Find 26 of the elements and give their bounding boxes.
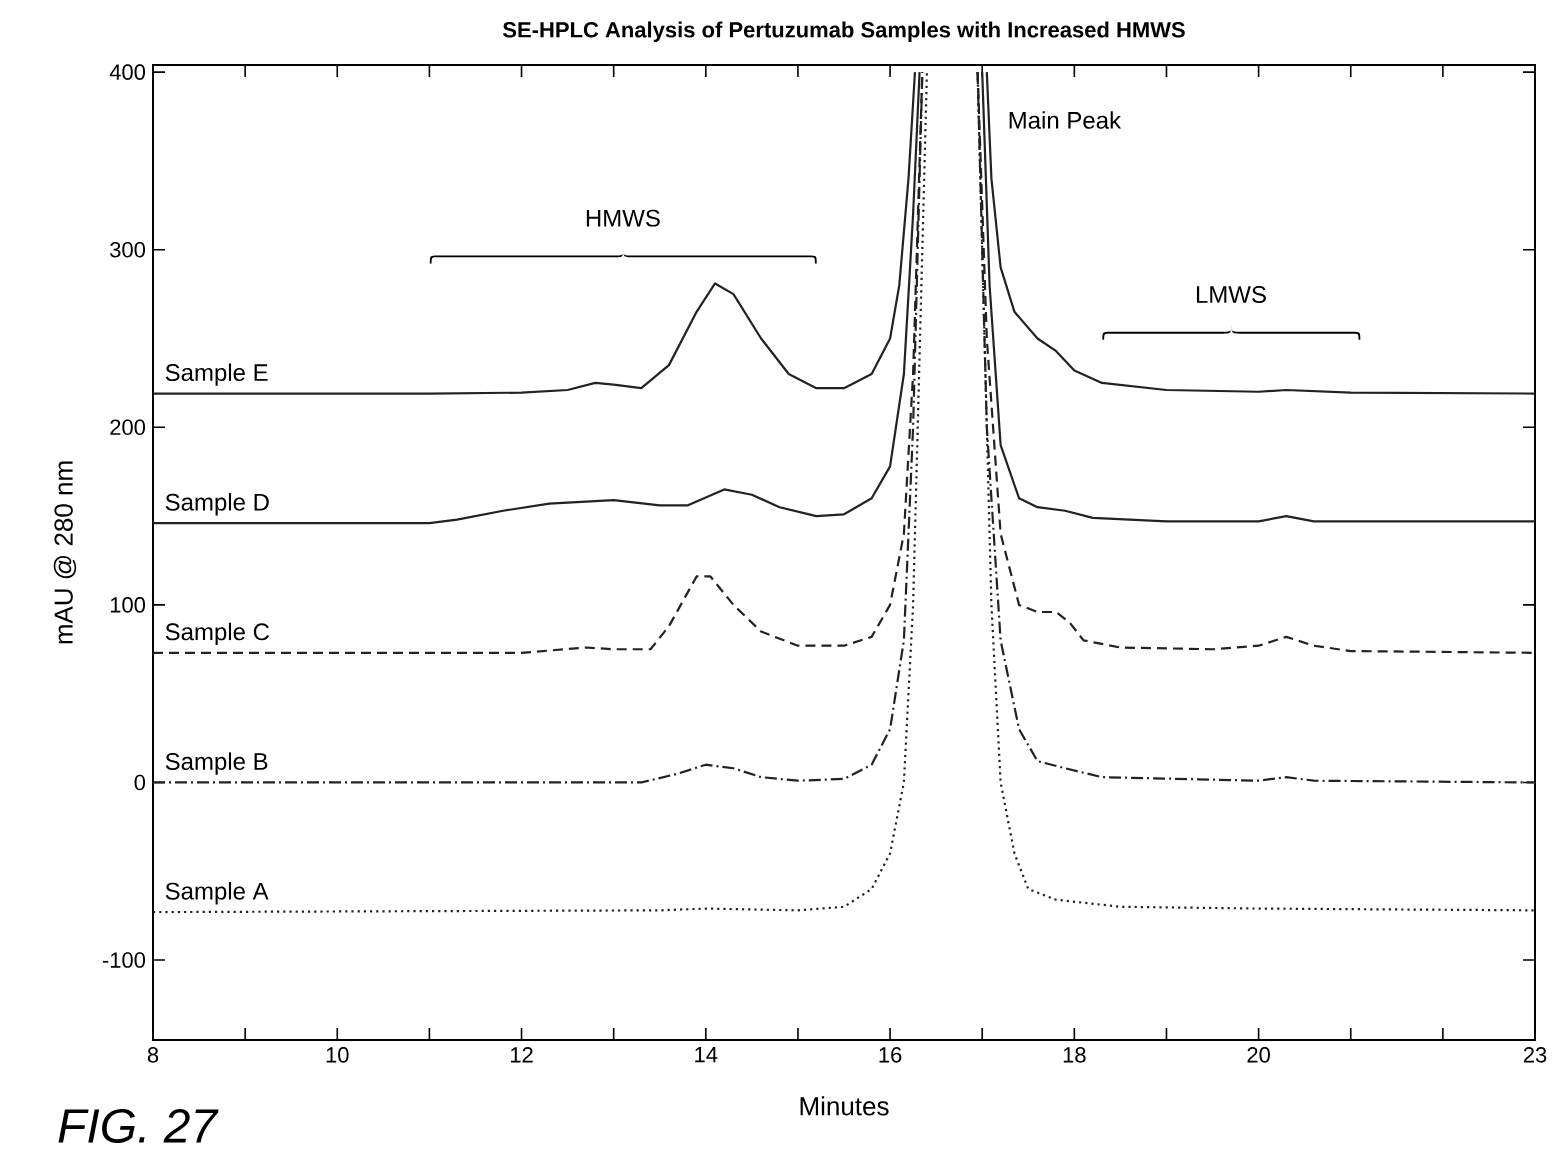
y-tick-label: 300	[110, 241, 146, 258]
series-label: Sample E	[165, 363, 268, 386]
x-tick-label: 18	[1063, 1047, 1086, 1063]
x-axis-title: Minutes	[800, 1096, 889, 1116]
x-tick-label: 12	[510, 1047, 533, 1063]
y-tick-label: 0	[134, 774, 146, 791]
y-tick-label: -100	[102, 952, 146, 968]
series-label: Sample B	[165, 752, 268, 775]
annotation: LMWS	[1196, 286, 1266, 303]
chart-title: SE-HPLC Analysis of Pertuzumab Samples with Increased HMWS	[502, 21, 1185, 42]
x-tick-label: 20	[1247, 1047, 1270, 1063]
annotation: Main Peak	[1009, 111, 1122, 129]
annotation: HMWS	[586, 209, 660, 227]
caption: FIG. 27	[58, 1108, 219, 1143]
x-tick-label: 23	[1523, 1047, 1547, 1063]
y-axis-title: mAU @ 280 nm	[53, 461, 77, 644]
y-tick-label: 200	[110, 419, 146, 436]
y-tick-label: 100	[110, 597, 146, 613]
x-tick-label: 8	[147, 1047, 159, 1063]
series-label: Sample A	[165, 882, 269, 905]
x-tick-label: 14	[695, 1047, 718, 1063]
x-tick-label: 16	[879, 1047, 902, 1063]
x-tick-label: 10	[326, 1047, 349, 1063]
y-tick-label: 400	[109, 64, 146, 80]
series-label: Sample D	[165, 493, 269, 516]
series-label: Sample C	[165, 622, 270, 646]
